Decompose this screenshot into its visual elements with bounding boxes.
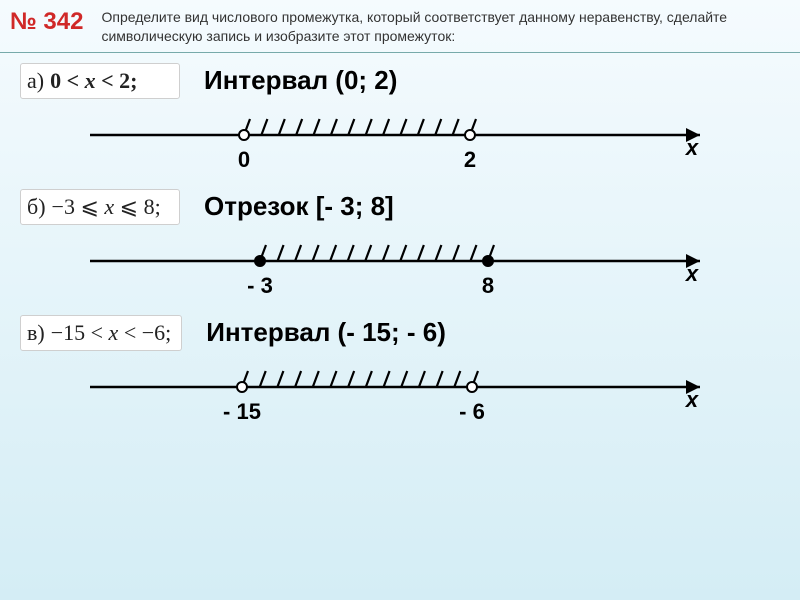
item-head: а)0 < x < 2; Интервал (0; 2) (20, 63, 800, 99)
svg-text:х: х (685, 261, 699, 286)
item-head: б)−3 ⩽ x ⩽ 8; Отрезок [- 3; 8] (20, 189, 800, 225)
item-letter: в) (27, 320, 45, 345)
problem-item: в)−15 < x < −6;Интервал (- 15; - 6)- 15-… (20, 315, 800, 431)
inequality-box: а)0 < x < 2; (20, 63, 180, 99)
number-line: 0 2 х (70, 103, 800, 179)
items-container: а)0 < x < 2;Интервал (0; 2)02хб)−3 ⩽ x ⩽… (0, 63, 800, 431)
svg-text:2: 2 (464, 147, 476, 172)
svg-text:8: 8 (482, 273, 494, 298)
problem-text: Определите вид числового промежутка, кот… (101, 8, 790, 46)
svg-text:- 6: - 6 (459, 399, 485, 424)
interval-description: Интервал (0; 2) (204, 66, 397, 95)
header: № 342 Определите вид числового промежутк… (0, 0, 800, 50)
problem-item: б)−3 ⩽ x ⩽ 8; Отрезок [- 3; 8] - 3 8 х (20, 189, 800, 305)
item-letter: а) (27, 68, 44, 93)
problem-item: а)0 < x < 2; Интервал (0; 2) 0 2 х (20, 63, 800, 179)
inequality-box: в)−15 < x < −6; (20, 315, 182, 351)
interval-description: Интервал (- 15; - 6) (206, 318, 446, 347)
item-head: в)−15 < x < −6; Интервал (- 15; - 6) (20, 315, 800, 351)
item-letter: б) (27, 194, 46, 219)
svg-text:- 15: - 15 (223, 399, 261, 424)
inequality: −15 < x < −6; (51, 320, 172, 345)
number-line: - 3 8 х (70, 229, 800, 305)
interval-description: Отрезок [- 3; 8] (204, 192, 394, 221)
header-divider (0, 52, 800, 53)
inequality-box: б)−3 ⩽ x ⩽ 8; (20, 189, 180, 225)
inequality: −3 ⩽ x ⩽ 8; (52, 194, 161, 219)
svg-text:х: х (685, 135, 699, 160)
svg-text:х: х (685, 387, 699, 412)
svg-text:- 3: - 3 (247, 273, 273, 298)
problem-number: № 342 (10, 8, 83, 36)
svg-text:0: 0 (238, 147, 250, 172)
inequality: 0 < x < 2; (50, 68, 137, 93)
number-line: - 15 - 6 х (70, 355, 800, 431)
